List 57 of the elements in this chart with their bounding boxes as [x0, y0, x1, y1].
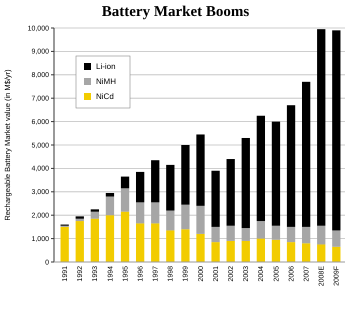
bar	[181, 145, 190, 205]
bar	[76, 218, 84, 222]
bar	[286, 242, 296, 262]
bar	[317, 244, 326, 262]
bar	[272, 240, 280, 262]
bar	[90, 212, 100, 219]
bar	[76, 221, 84, 262]
bar	[166, 164, 174, 211]
bar	[181, 229, 190, 262]
bar	[256, 238, 266, 262]
bar	[211, 170, 220, 227]
bar	[286, 226, 296, 242]
bar	[151, 223, 160, 262]
legend-label: Li-ion	[96, 62, 116, 72]
bar	[120, 212, 130, 262]
bar	[332, 30, 340, 230]
bar	[136, 202, 144, 224]
bar	[332, 246, 340, 262]
bar	[302, 82, 310, 227]
bar	[181, 204, 190, 230]
bar	[196, 206, 205, 234]
bar	[151, 202, 160, 224]
bar	[136, 223, 144, 262]
bar	[226, 240, 235, 262]
bar	[136, 172, 144, 202]
bar	[256, 116, 266, 222]
bar	[332, 230, 340, 247]
bar	[302, 243, 310, 262]
legend-label: NiCd	[96, 92, 114, 102]
bar	[302, 226, 310, 244]
bar	[166, 230, 174, 262]
bar	[120, 176, 130, 188]
bar	[106, 192, 114, 196]
bar	[286, 105, 296, 227]
bar	[90, 218, 100, 262]
bar	[242, 228, 250, 241]
bar	[272, 122, 280, 226]
bar	[272, 226, 280, 240]
bar	[120, 188, 130, 212]
bar	[151, 160, 160, 202]
bar	[211, 242, 220, 262]
bar	[106, 196, 114, 216]
bar	[106, 215, 114, 262]
bar	[242, 138, 250, 228]
chart-title: Battery Market Booms	[102, 4, 250, 20]
bar	[242, 240, 250, 262]
bar	[166, 210, 174, 230]
bar	[256, 221, 266, 239]
bar	[196, 234, 205, 262]
bar	[211, 226, 220, 242]
legend-label: NiMH	[96, 77, 116, 86]
bar	[226, 159, 235, 226]
bar	[317, 29, 326, 226]
bar	[196, 134, 205, 206]
bar	[317, 226, 326, 244]
bar	[226, 226, 235, 241]
bar	[60, 226, 69, 262]
